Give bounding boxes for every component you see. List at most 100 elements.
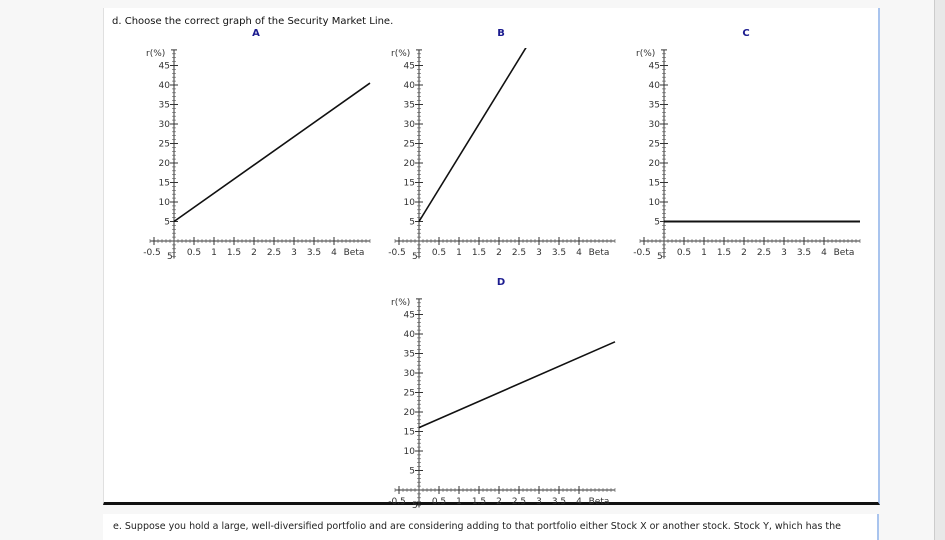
x-axis-label: Beta: [589, 497, 610, 507]
chart-title: B: [497, 28, 505, 39]
x-tick-label: 4: [821, 248, 827, 258]
x-tick-label: 3.5: [552, 248, 566, 258]
next-question-card: e. Suppose you hold a large, well-divers…: [103, 514, 879, 540]
y-tick-label: 30: [159, 120, 171, 130]
y-tick-label: 5: [654, 218, 660, 228]
y-tick-label: 15: [404, 428, 415, 438]
y-axis-label: r(%): [391, 298, 410, 308]
y-tick-label: 40: [404, 330, 416, 340]
x-tick-label: -0.5: [388, 248, 406, 258]
y-neg-tick-label: 5: [657, 252, 663, 262]
x-tick-label: 0.5: [677, 248, 691, 258]
x-tick-label: 0.5: [432, 497, 446, 507]
x-tick-label: 4: [576, 248, 582, 258]
y-tick-label: 20: [649, 159, 661, 169]
y-tick-label: 15: [159, 179, 170, 189]
x-tick-label: 2: [741, 248, 747, 258]
y-tick-label: 35: [404, 101, 415, 111]
y-tick-label: 45: [159, 62, 170, 72]
chart-title: C: [742, 28, 749, 39]
y-axis-label: r(%): [391, 49, 410, 59]
x-tick-label: 4: [331, 248, 337, 258]
y-tick-label: 35: [159, 101, 170, 111]
x-tick-label: 3.5: [307, 248, 321, 258]
sml-line: [173, 82, 371, 223]
y-tick-label: 10: [404, 447, 416, 457]
y-neg-tick-label: 5: [412, 252, 418, 262]
x-tick-label: 2: [496, 248, 502, 258]
x-tick-label: 1: [456, 248, 462, 258]
y-tick-label: 5: [409, 218, 415, 228]
y-tick-label: 5: [409, 467, 415, 477]
y-tick-label: 20: [404, 159, 416, 169]
x-tick-label: 1.5: [472, 248, 486, 258]
y-tick-label: 40: [404, 81, 416, 91]
x-tick-label: 2: [251, 248, 257, 258]
x-tick-label: -0.5: [143, 248, 161, 258]
question-text: d. Choose the correct graph of the Secur…: [112, 16, 394, 27]
y-tick-label: 45: [404, 62, 415, 72]
y-neg-tick-label: 5: [412, 501, 418, 511]
x-axis-label: Beta: [344, 248, 365, 258]
x-tick-label: 2.5: [512, 497, 526, 507]
y-axis-label: r(%): [636, 49, 655, 59]
x-tick-label: 3: [536, 497, 542, 507]
x-tick-label: 0.5: [187, 248, 201, 258]
x-tick-label: 1: [211, 248, 217, 258]
y-tick-label: 25: [404, 389, 415, 399]
y-tick-label: 35: [404, 350, 415, 360]
y-tick-label: 20: [404, 408, 416, 418]
next-question-text: e. Suppose you hold a large, well-divers…: [113, 521, 842, 532]
y-tick-label: 45: [404, 311, 415, 321]
y-tick-label: 30: [404, 369, 416, 379]
y-tick-label: 25: [159, 140, 170, 150]
x-tick-label: 1: [701, 248, 707, 258]
y-tick-label: 15: [404, 179, 415, 189]
x-tick-label: 3.5: [552, 497, 566, 507]
y-tick-label: 40: [649, 81, 661, 91]
x-tick-label: -0.5: [633, 248, 651, 258]
x-tick-label: 3: [781, 248, 787, 258]
y-tick-label: 10: [159, 198, 171, 208]
y-tick-label: 30: [404, 120, 416, 130]
x-tick-label: -0.5: [388, 497, 406, 507]
x-tick-label: 0.5: [432, 248, 446, 258]
x-tick-label: 3: [536, 248, 542, 258]
sml-line: [418, 341, 616, 429]
sml-line: [418, 47, 527, 222]
scrollbar[interactable]: [934, 0, 945, 540]
y-tick-label: 15: [649, 179, 660, 189]
y-tick-label: 45: [649, 62, 660, 72]
y-tick-label: 30: [649, 120, 661, 130]
chart-title: D: [497, 277, 505, 288]
chart-title: A: [252, 28, 260, 39]
question-card: [103, 8, 880, 505]
x-tick-label: 1.5: [472, 497, 486, 507]
x-axis-label: Beta: [834, 248, 855, 258]
x-tick-label: 4: [576, 497, 582, 507]
x-tick-label: 3: [291, 248, 297, 258]
y-tick-label: 20: [159, 159, 171, 169]
y-tick-label: 35: [649, 101, 660, 111]
x-tick-label: 2.5: [512, 248, 526, 258]
y-tick-label: 10: [404, 198, 416, 208]
y-tick-label: 25: [404, 140, 415, 150]
x-axis-label: Beta: [589, 248, 610, 258]
x-tick-label: 2.5: [267, 248, 281, 258]
y-tick-label: 5: [164, 218, 170, 228]
x-tick-label: 1: [456, 497, 462, 507]
x-tick-label: 2.5: [757, 248, 771, 258]
x-tick-label: 2: [496, 497, 502, 507]
y-neg-tick-label: 5: [167, 252, 173, 262]
y-axis-label: r(%): [146, 49, 165, 59]
y-tick-label: 10: [649, 198, 661, 208]
x-tick-label: 1.5: [717, 248, 731, 258]
y-tick-label: 25: [649, 140, 660, 150]
x-tick-label: 1.5: [227, 248, 241, 258]
x-tick-label: 3.5: [797, 248, 811, 258]
